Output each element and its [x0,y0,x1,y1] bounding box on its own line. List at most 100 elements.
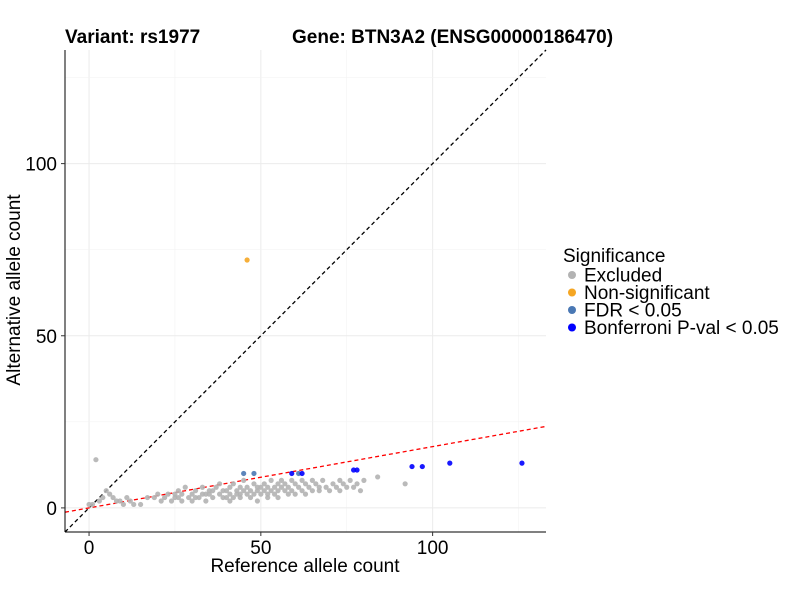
legend-label: Non-significant [584,283,710,304]
excluded-point [313,481,319,487]
excluded-point [155,491,161,497]
x-tick-label: 0 [84,538,95,559]
excluded-point [213,484,219,490]
excluded-point [127,498,133,504]
excluded-point [189,491,195,497]
excluded-point [227,491,233,497]
excluded-point [302,481,309,487]
excluded-point [347,477,353,483]
excluded-point [237,484,243,490]
excluded-point [275,488,281,494]
excluded-point [247,494,254,501]
excluded-point [299,488,305,494]
excluded-point [241,477,247,483]
excluded-point [254,484,260,490]
excluded-point [285,484,291,490]
excluded-point [192,488,199,494]
excluded-point [282,488,288,494]
excluded-point [285,491,291,497]
excluded-point [361,477,367,483]
excluded-point [223,488,230,494]
excluded-point [158,498,164,504]
y-tick-label: 0 [46,499,57,520]
excluded-point [124,494,130,501]
excluded-point [100,494,106,501]
excluded-point [271,491,278,497]
legend: Significance ExcludedNon-significantFDR … [563,246,779,339]
excluded-point [241,488,247,494]
bonferroni-p-val-0-05-point [409,463,415,470]
excluded-point [162,494,168,501]
excluded-point [268,477,274,483]
excluded-point [244,491,250,497]
excluded-point [93,457,99,463]
excluded-point [131,501,137,508]
excluded-point [199,484,206,490]
excluded-point [258,491,264,497]
excluded-point [165,491,171,497]
excluded-point [179,498,185,504]
excluded-point [309,488,315,494]
excluded-point [333,484,340,490]
excluded-point [210,488,216,494]
excluded-point [275,481,281,487]
excluded-point [203,498,209,504]
excluded-point [299,477,305,483]
non-significant-point [244,257,250,263]
excluded-point [237,491,243,497]
excluded-point [227,484,233,490]
excluded-point [89,501,96,508]
excluded-point [192,494,199,501]
excluded-point [354,481,360,487]
data-points [86,257,525,508]
excluded-point [278,484,285,490]
excluded-point [144,494,151,501]
excluded-point [326,488,333,494]
excluded-point [217,481,223,487]
identity-reference-line [64,49,547,533]
variant-title: Variant: rs1977 [65,27,200,48]
excluded-point [151,494,157,501]
excluded-point [320,477,326,483]
fdr-0-05-point [251,470,257,477]
excluded-point [282,481,288,487]
legend-label: Excluded [584,266,662,287]
excluded-point [137,501,144,508]
excluded-point [265,491,271,497]
excluded-point [244,484,250,490]
bonferroni-p-val-0-05-point [419,463,425,470]
excluded-point [230,494,236,501]
excluded-point [402,481,408,487]
excluded-point [203,491,209,497]
excluded-point [172,491,178,497]
excluded-point [337,477,343,483]
y-axis-title: Alternative allele count [4,194,25,386]
excluded-point [278,477,285,483]
fit-reference-line [64,425,547,513]
excluded-point [292,481,298,487]
x-tick-label: 50 [250,538,271,559]
excluded-point [340,481,346,487]
excluded-point [275,494,281,501]
excluded-point [227,498,233,504]
legend-key [568,288,576,297]
excluded-point [351,484,357,490]
bonferroni-p-val-0-05-point [289,470,295,477]
excluded-point [344,484,350,490]
legend-label: FDR < 0.05 [584,301,682,322]
axis-ticks: 0 50 100 0 50 100 [25,155,448,559]
excluded-point [357,488,364,494]
excluded-point [182,484,188,490]
excluded-point [103,488,109,494]
excluded-point [309,477,315,483]
y-tick-label: 50 [36,327,57,348]
excluded-point [316,484,322,490]
excluded-point [254,498,260,504]
bonferroni-p-val-0-05-point [447,460,453,466]
gridlines [65,50,546,532]
excluded-point [268,488,274,494]
excluded-point [296,484,302,490]
excluded-point [306,484,312,490]
excluded-point [261,488,267,494]
